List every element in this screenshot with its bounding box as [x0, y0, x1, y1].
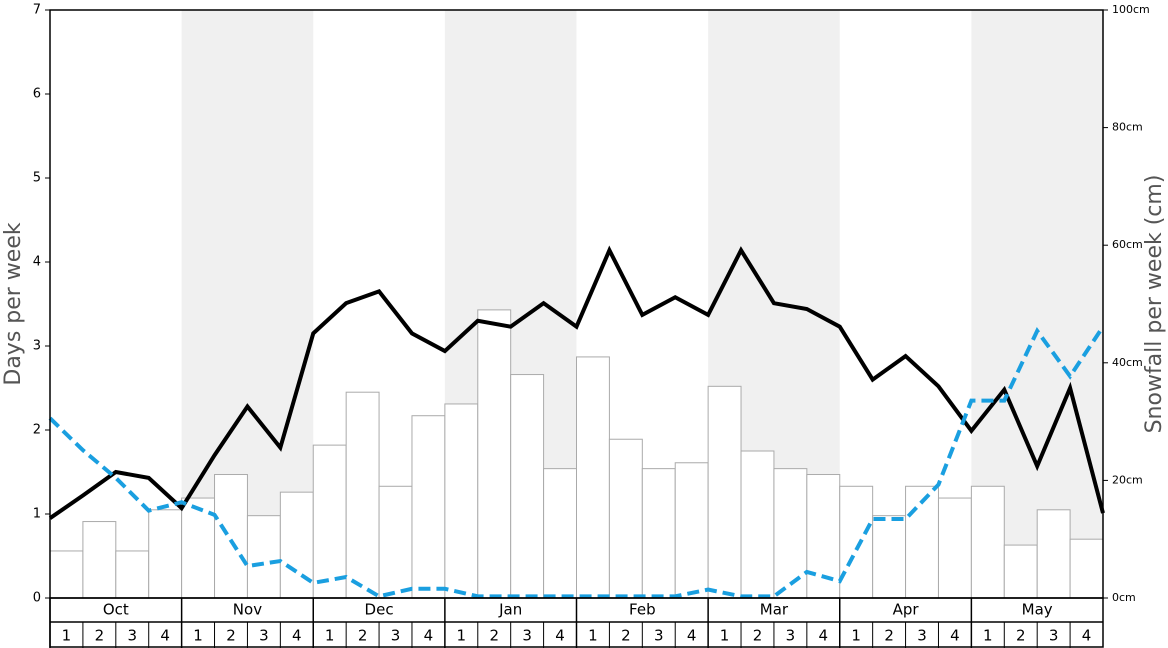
bar: [214, 474, 248, 599]
bar: [49, 550, 84, 599]
bar: [740, 450, 775, 599]
week-label: 1: [983, 627, 993, 645]
week-label: 1: [851, 627, 861, 645]
bar: [1036, 509, 1071, 599]
month-label: Nov: [233, 601, 262, 619]
week-label: 4: [292, 627, 302, 645]
week-label: 2: [358, 627, 368, 645]
month-label: Apr: [893, 601, 920, 619]
week-label: 1: [325, 627, 335, 645]
month-label: Dec: [365, 601, 394, 619]
week-label: 3: [917, 627, 927, 645]
week-label: 3: [654, 627, 664, 645]
bar: [641, 468, 676, 599]
y-tick-label: 1: [33, 507, 41, 522]
week-label: 4: [1082, 627, 1092, 645]
y2-axis-label: Snowfall per week (cm): [1142, 175, 1167, 434]
bar: [312, 444, 347, 599]
week-label: 4: [819, 627, 829, 645]
week-label: 1: [193, 627, 203, 645]
y2-tick-label: 20cm: [1112, 473, 1143, 486]
y-tick-label: 4: [33, 255, 41, 270]
week-label: 2: [884, 627, 894, 645]
bar: [806, 474, 841, 599]
week-label: 3: [1049, 627, 1059, 645]
month-label: Oct: [103, 601, 129, 619]
bar: [872, 515, 907, 599]
week-label: 4: [950, 627, 960, 645]
bar: [905, 485, 939, 599]
bar: [378, 485, 413, 599]
y2-tick-label: 60cm: [1112, 238, 1143, 251]
bar: [345, 391, 380, 599]
bar: [148, 509, 183, 599]
y-tick-label: 5: [33, 171, 41, 186]
y-axis-label: Days per week: [1, 222, 26, 385]
week-label: 4: [160, 627, 170, 645]
bar: [1003, 544, 1038, 599]
bar: [608, 438, 643, 599]
bar: [246, 515, 281, 599]
week-label: 1: [62, 627, 72, 645]
bar: [576, 356, 610, 599]
week-label: 4: [687, 627, 697, 645]
month-label: Feb: [629, 601, 656, 619]
month-label: May: [1022, 601, 1053, 619]
y2-tick-label: 100cm: [1112, 3, 1150, 16]
week-label: 2: [489, 627, 499, 645]
month-label: Mar: [760, 601, 789, 619]
week-label: 1: [457, 627, 467, 645]
bar: [444, 403, 479, 599]
line: [48, 245, 1105, 520]
week-label: 1: [720, 627, 730, 645]
bar: [773, 468, 808, 599]
y-tick-label: 3: [33, 339, 41, 354]
week-label: 1: [588, 627, 598, 645]
week-label: 3: [127, 627, 137, 645]
bar: [279, 491, 314, 599]
y2-tick-label: 0cm: [1112, 591, 1136, 604]
week-label: 3: [391, 627, 401, 645]
week-label: 3: [522, 627, 532, 645]
bar: [411, 415, 446, 599]
bar: [937, 497, 972, 599]
y-tick-label: 0: [33, 591, 41, 606]
bar: [477, 309, 512, 599]
week-label: 3: [259, 627, 269, 645]
week-label: 2: [621, 627, 631, 645]
line: [48, 325, 1105, 599]
y-tick-label: 6: [33, 87, 41, 102]
week-label: 2: [1016, 627, 1026, 645]
y2-tick-label: 80cm: [1112, 121, 1143, 134]
bar: [510, 374, 545, 599]
bar: [839, 485, 874, 599]
bar: [674, 462, 709, 599]
week-label: 4: [555, 627, 565, 645]
week-label: 2: [95, 627, 105, 645]
bar: [1069, 538, 1104, 599]
week-label: 4: [424, 627, 434, 645]
bar: [115, 550, 150, 599]
week-label: 2: [226, 627, 236, 645]
bar: [707, 385, 742, 599]
y2-tick-label: 40cm: [1112, 356, 1143, 369]
week-label: 2: [753, 627, 763, 645]
y-tick-label: 7: [33, 3, 41, 18]
week-label: 3: [786, 627, 796, 645]
y-tick-label: 2: [33, 423, 41, 438]
bar: [970, 485, 1005, 599]
bar: [82, 521, 117, 599]
month-label: Jan: [498, 601, 522, 619]
bar: [543, 468, 577, 599]
